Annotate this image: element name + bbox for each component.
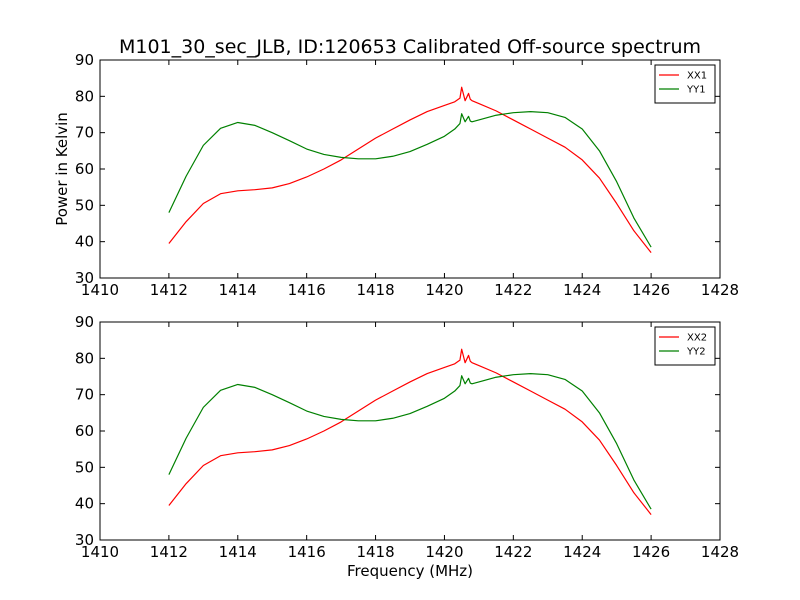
y-tick-label: 90 [75, 51, 94, 69]
chart-title: M101_30_sec_JLB, ID:120653 Calibrated Of… [119, 36, 701, 58]
legend-box [654, 64, 716, 104]
series-line-xx1 [168, 86, 652, 253]
x-tick-label: 1418 [356, 281, 394, 299]
legend-label-xx1: XX1 [687, 71, 707, 82]
y-tick-label: 40 [75, 495, 94, 513]
y-tick-label: 50 [75, 458, 94, 476]
plot-frame [99, 59, 721, 279]
x-tick-label: 1424 [563, 543, 601, 561]
x-tick-label: 1416 [288, 281, 326, 299]
y-tick-label: 70 [75, 386, 94, 404]
x-tick-label: 1422 [494, 281, 532, 299]
series-line-yy2 [168, 372, 652, 510]
y-tick-label: 50 [75, 196, 94, 214]
y-tick-label: 80 [75, 349, 94, 367]
y-tick-label: 80 [75, 87, 94, 105]
x-tick-label: 1410 [81, 543, 119, 561]
x-tick-label: 1414 [219, 281, 257, 299]
x-tick-label: 1414 [219, 543, 257, 561]
x-axis-label: Frequency (MHz) [347, 562, 473, 580]
x-tick-label: 1428 [701, 281, 739, 299]
plot-frame [99, 321, 721, 541]
x-tick-label: 1410 [81, 281, 119, 299]
legend-box [654, 326, 716, 366]
y-tick-label: 70 [75, 124, 94, 142]
x-tick-label: 1426 [632, 543, 670, 561]
bottom-panel: 1410 1412 1414 1416 1418 1420 1422 1424 1426 1428… [75, 313, 739, 561]
x-tick-label: 1420 [425, 281, 463, 299]
y-tick-label: 60 [75, 422, 94, 440]
y-tick-label: 30 [75, 531, 94, 549]
top-panel: 1410 1412 1414 1416 1418 1420 1422 1424 1426 1428… [75, 51, 739, 299]
x-tick-label: 1426 [632, 281, 670, 299]
x-tick-label: 1428 [701, 543, 739, 561]
series-line-xx2 [168, 348, 652, 515]
x-tick-label: 1420 [425, 543, 463, 561]
legend-label-xx2: XX2 [687, 333, 707, 344]
x-tick-label: 1416 [288, 543, 326, 561]
x-tick-label: 1422 [494, 543, 532, 561]
x-tick-label: 1418 [356, 543, 394, 561]
y-tick-label: 90 [75, 313, 94, 331]
y-tick-label: 40 [75, 233, 94, 251]
legend-label-yy1: YY1 [686, 85, 706, 96]
x-tick-label: 1424 [563, 281, 601, 299]
series-line-yy1 [168, 110, 652, 248]
y-axis-label: Power in Kelvin [53, 112, 71, 226]
x-tick-label: 1412 [150, 281, 188, 299]
y-tick-label: 30 [75, 269, 94, 287]
y-tick-label: 60 [75, 160, 94, 178]
legend-label-yy2: YY2 [686, 347, 706, 358]
x-tick-label: 1412 [150, 543, 188, 561]
